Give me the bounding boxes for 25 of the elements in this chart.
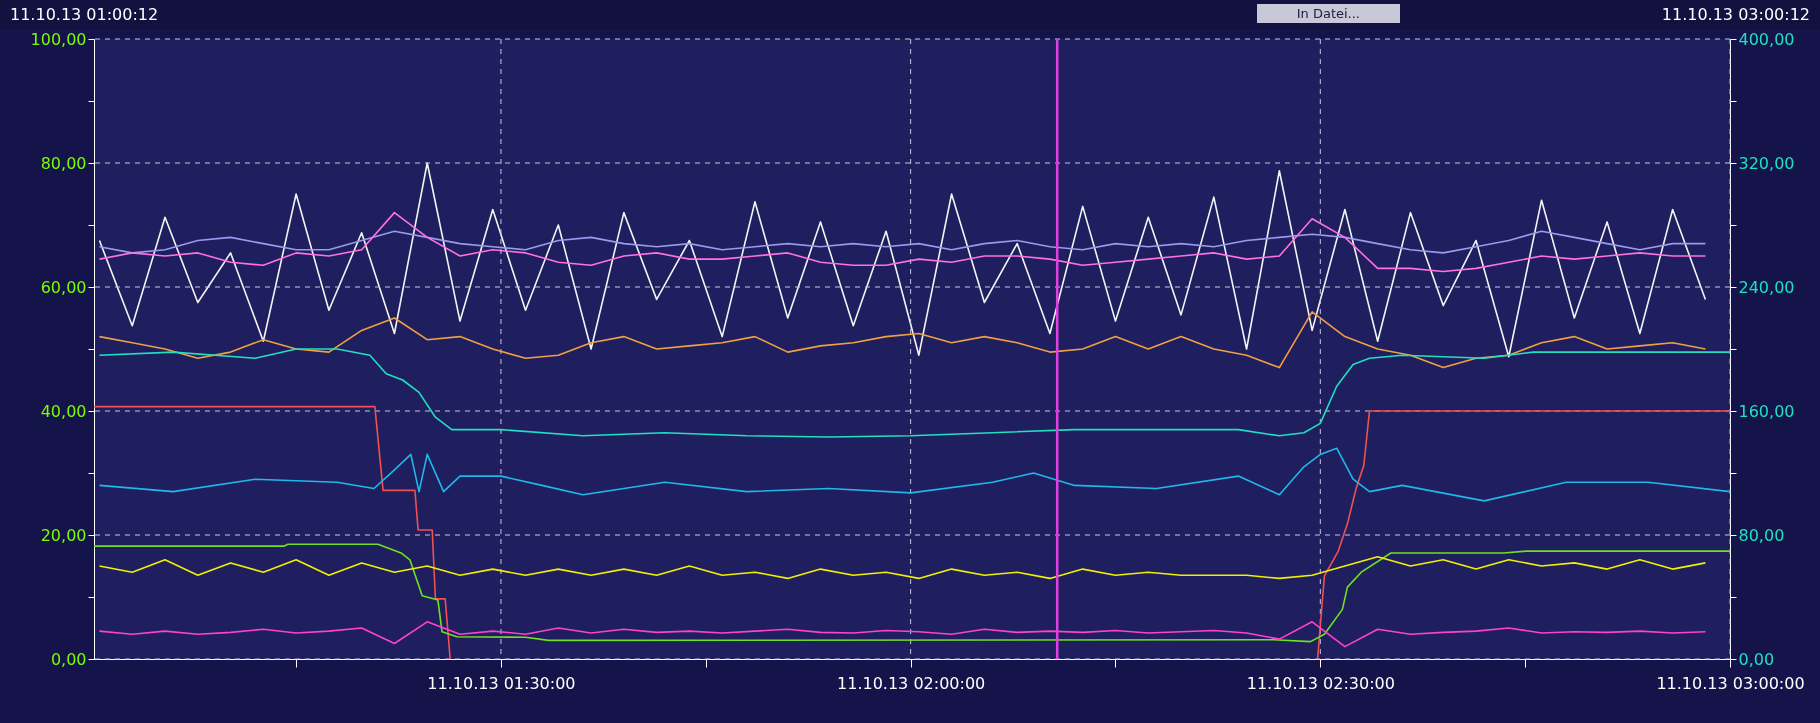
line-series [98, 555, 1707, 580]
y-tick-label: 80,00 [40, 153, 87, 173]
y-tick-label: 100,00 [30, 29, 87, 49]
y-tick-label: 0,00 [50, 649, 87, 669]
y2-tick-label: 240,00 [1738, 277, 1795, 297]
line-series [98, 162, 1707, 358]
x-tick-label: 11.10.13 02:00:00 [837, 673, 986, 693]
y-tick-label: 40,00 [40, 401, 87, 421]
text: 11.10.13 03:00:12 [1661, 5, 1810, 24]
y2-tick-label: 400,00 [1738, 29, 1795, 49]
y2-tick-label: 0,00 [1738, 649, 1775, 669]
line-series [98, 211, 1707, 273]
y2-tick-label: 160,00 [1738, 401, 1795, 421]
line-series [98, 230, 1707, 254]
x-tick-label: 11.10.13 01:30:00 [427, 673, 576, 693]
x-tick-label: 11.10.13 03:00:00 [1656, 673, 1805, 693]
y-tick-label: 60,00 [40, 277, 87, 297]
y2-tick-label: 320,00 [1738, 153, 1795, 173]
text: In Datei... [1256, 4, 1400, 23]
x-tick-label: 11.10.13 02:30:00 [1246, 673, 1395, 693]
line-series [98, 621, 1707, 648]
line-series [98, 311, 1707, 369]
y2-tick-label: 80,00 [1738, 525, 1785, 545]
text: 11.10.13 01:00:12 [10, 5, 159, 24]
y-tick-label: 20,00 [40, 525, 87, 545]
